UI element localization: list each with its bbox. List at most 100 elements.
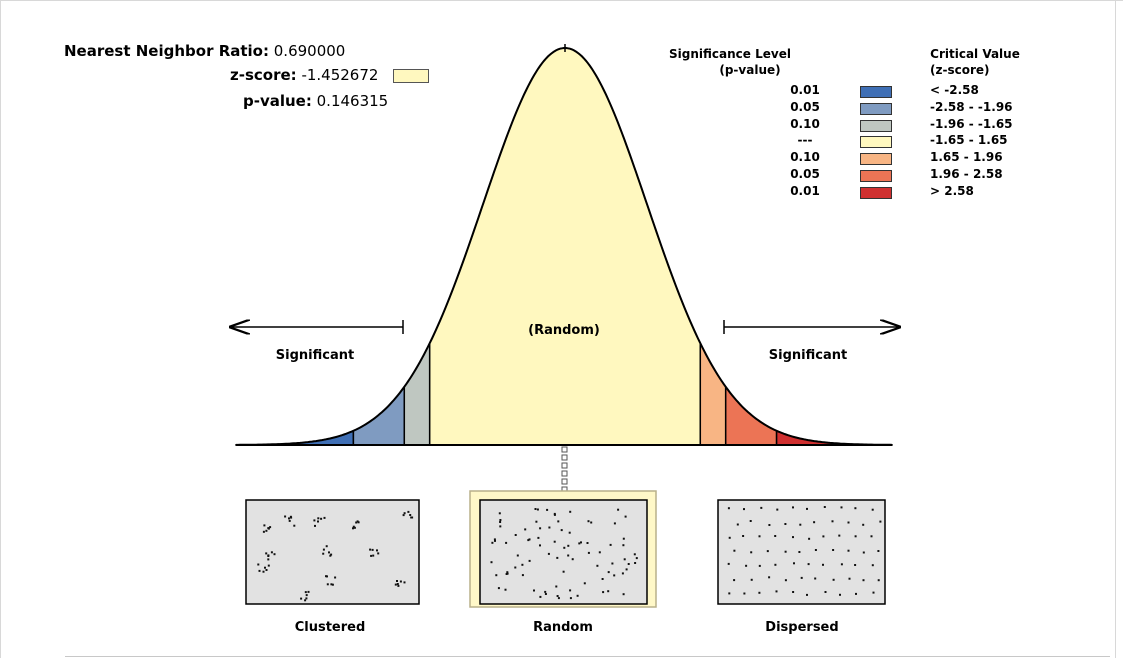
pattern-point bbox=[807, 563, 810, 566]
pattern-point bbox=[396, 583, 399, 585]
pattern-point bbox=[567, 554, 570, 557]
pattern-point bbox=[784, 523, 787, 525]
pattern-point bbox=[832, 578, 835, 581]
pattern-point bbox=[544, 593, 547, 595]
pattern-point bbox=[410, 516, 413, 519]
curve-band bbox=[428, 47, 702, 446]
pointer-dot bbox=[561, 470, 568, 477]
pattern-point bbox=[617, 508, 620, 511]
curve-band bbox=[403, 342, 431, 446]
pattern-point bbox=[745, 564, 748, 567]
pattern-point bbox=[317, 520, 319, 523]
pattern-point bbox=[621, 572, 624, 575]
pattern-point bbox=[493, 538, 496, 541]
pattern-point bbox=[402, 514, 405, 517]
pattern-point bbox=[569, 597, 572, 600]
pattern-point bbox=[495, 574, 498, 577]
legend-z-range: 1.96 - 2.58 bbox=[930, 167, 1003, 181]
pattern-point bbox=[300, 597, 303, 600]
pattern-point bbox=[847, 521, 850, 524]
pattern-point bbox=[784, 550, 787, 553]
pattern-point bbox=[727, 507, 730, 510]
legend-p-value: 0.01 bbox=[790, 83, 820, 97]
pattern-point bbox=[623, 558, 626, 561]
pattern-point bbox=[307, 590, 310, 593]
random-region-label: (Random) bbox=[528, 323, 600, 338]
pattern-point bbox=[749, 520, 752, 522]
pattern-point bbox=[871, 564, 874, 567]
pattern-point bbox=[768, 524, 771, 526]
pattern-point bbox=[733, 549, 736, 552]
pattern-point bbox=[527, 539, 530, 542]
pattern-point bbox=[586, 542, 589, 544]
dispersed-points bbox=[727, 506, 882, 596]
pointer-dot bbox=[561, 446, 568, 453]
pattern-point bbox=[808, 537, 811, 540]
z-score-pointer bbox=[561, 446, 568, 493]
pattern-point bbox=[560, 529, 563, 532]
pattern-point bbox=[598, 551, 601, 554]
legend-significance-title: Significance Level bbox=[669, 47, 791, 61]
pattern-point bbox=[334, 576, 337, 579]
pattern-point bbox=[304, 591, 307, 594]
pattern-point bbox=[806, 507, 808, 510]
pattern-point bbox=[624, 515, 627, 518]
pattern-point bbox=[506, 571, 509, 574]
pattern-point bbox=[871, 508, 874, 511]
pattern-point bbox=[322, 548, 325, 551]
pattern-point bbox=[263, 524, 266, 527]
z-score-value: -1.452672 bbox=[301, 66, 379, 84]
legend-z-range: 1.65 - 1.96 bbox=[930, 150, 1003, 165]
pattern-point bbox=[743, 508, 745, 511]
legend-p-value: 0.10 bbox=[790, 116, 820, 131]
pattern-point bbox=[792, 591, 795, 593]
legend-swatch bbox=[860, 119, 892, 132]
pattern-point bbox=[505, 541, 508, 544]
pattern-point bbox=[633, 553, 636, 556]
pattern-point bbox=[514, 534, 517, 536]
pattern-point bbox=[622, 537, 625, 540]
legend-z-range: < -2.58 bbox=[930, 83, 979, 97]
pattern-point bbox=[329, 554, 332, 557]
pattern-point bbox=[370, 554, 373, 557]
pattern-point bbox=[539, 544, 541, 547]
pattern-point bbox=[587, 551, 590, 554]
pattern-point bbox=[288, 519, 291, 522]
pattern-point bbox=[536, 508, 539, 511]
pattern-point bbox=[799, 523, 802, 526]
pattern-point bbox=[537, 536, 540, 539]
pattern-point bbox=[580, 541, 582, 544]
pattern-point bbox=[854, 564, 857, 566]
pattern-point bbox=[535, 520, 538, 523]
pattern-point bbox=[556, 556, 559, 559]
pattern-point bbox=[822, 563, 824, 566]
pattern-point bbox=[553, 540, 556, 543]
legend-significance-header: Significance Level (p-value) bbox=[655, 46, 805, 78]
pattern-point bbox=[611, 562, 614, 565]
pattern-point bbox=[862, 551, 865, 554]
curve-band bbox=[699, 342, 727, 446]
clustered-label: Clustered bbox=[294, 620, 366, 635]
pattern-point bbox=[553, 513, 556, 516]
legend-swatch bbox=[860, 102, 892, 115]
pattern-point bbox=[609, 543, 612, 546]
legend-swatch bbox=[860, 136, 892, 149]
pattern-point bbox=[313, 519, 316, 522]
pattern-point bbox=[776, 508, 779, 511]
pattern-point bbox=[635, 557, 638, 560]
z-score-stat: z-score: -1.452672 bbox=[230, 66, 430, 84]
legend-swatch bbox=[860, 186, 892, 199]
pattern-point bbox=[534, 508, 537, 510]
pattern-point bbox=[356, 520, 359, 523]
pattern-point bbox=[634, 562, 637, 564]
pattern-point bbox=[862, 523, 865, 526]
pattern-point bbox=[353, 526, 356, 529]
pattern-point bbox=[270, 551, 273, 554]
pattern-point bbox=[569, 589, 572, 592]
pattern-point bbox=[273, 553, 276, 556]
nnr-value: 0.690000 bbox=[273, 42, 346, 60]
pattern-point bbox=[607, 571, 610, 574]
pattern-point bbox=[750, 551, 753, 554]
pattern-point bbox=[557, 597, 560, 600]
pattern-point bbox=[870, 535, 873, 538]
